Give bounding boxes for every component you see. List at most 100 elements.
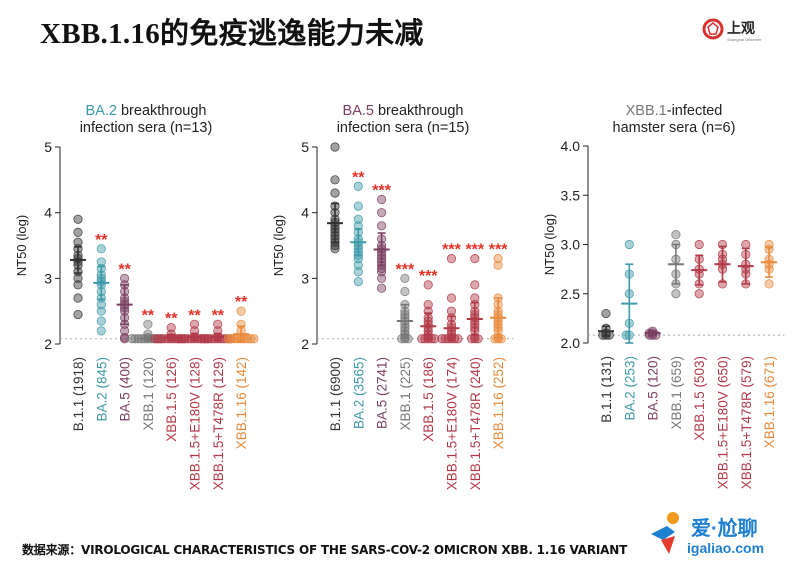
source-note: 数据来源：VIROLOGICAL CHARACTERISTICS OF THE … <box>22 543 628 557</box>
data-point <box>423 280 433 290</box>
shanghai-observer-logo: 上观 Shanghai Observer <box>702 16 792 46</box>
data-point <box>120 326 130 336</box>
data-point <box>177 334 187 344</box>
data-point <box>200 334 210 344</box>
data-point <box>189 319 200 329</box>
significance-marker: *** <box>442 242 461 259</box>
significance-marker: ** <box>142 307 155 324</box>
data-point <box>473 334 483 344</box>
data-point <box>376 267 387 277</box>
significance-marker: ** <box>165 311 178 328</box>
data-point <box>236 306 246 316</box>
data-point <box>226 334 237 344</box>
significance-marker: ** <box>352 169 365 186</box>
x-tick-label: XBB.1.16 (252) <box>491 357 506 449</box>
data-point <box>150 334 160 344</box>
x-tick-label: XBB.1 (225) <box>398 357 413 431</box>
data-point <box>96 300 106 310</box>
y-tick-label: 2 <box>44 336 52 352</box>
y-tick-label: 2.0 <box>561 335 581 351</box>
page-title: XBB.1.16的免疫逃逸能力未减 <box>40 18 424 50</box>
y-tick-label: 5 <box>301 139 309 155</box>
y-tick-label: 5 <box>44 139 52 155</box>
x-tick-label: XBB.1 (659) <box>669 356 684 430</box>
x-tick-label: XBB.1.5 (126) <box>164 357 179 442</box>
data-point <box>96 326 106 336</box>
data-point <box>330 142 340 152</box>
data-point <box>127 334 137 344</box>
x-tick-label: BA.5 (400) <box>118 357 133 422</box>
y-axis-label: NT50 (log) <box>271 215 286 276</box>
significance-marker: *** <box>419 268 438 285</box>
significance-marker: *** <box>372 183 391 200</box>
watermark-url: igaliao.com <box>687 540 765 556</box>
data-point <box>197 334 207 344</box>
data-point <box>353 267 363 277</box>
x-tick-label: XBB.1 (120) <box>141 357 156 431</box>
panel-title-rest: breakthrough <box>117 103 206 119</box>
y-tick-label: 4.0 <box>561 138 581 154</box>
data-point <box>671 289 681 299</box>
data-point <box>621 330 631 340</box>
x-tick-label: B.1.1 (131) <box>599 356 614 423</box>
data-point <box>96 316 106 326</box>
x-tick-label: XBB.1.5+T478R (129) <box>211 357 226 490</box>
data-point <box>73 293 83 303</box>
data-point <box>166 322 176 333</box>
x-tick-label: XBB.1.5+T478R (579) <box>739 356 754 489</box>
x-tick-label: XBB.1.5+E180V (128) <box>188 357 203 490</box>
x-tick-label: XBB.1.5+E180V (174) <box>445 357 460 490</box>
data-point <box>446 306 457 316</box>
panel-title-line2: hamster sera (n=6) <box>613 120 736 136</box>
data-point <box>213 319 223 329</box>
x-tick-label: BA.5 (120) <box>646 356 661 421</box>
logo-name: 上观 <box>727 20 755 36</box>
logo-subtitle: Shanghai Observer <box>727 37 762 42</box>
data-point <box>764 279 774 289</box>
data-point <box>73 280 83 290</box>
data-point <box>223 334 233 344</box>
significance-marker: *** <box>489 242 508 259</box>
data-point <box>466 334 477 344</box>
x-tick-label: B.1.1 (1918) <box>71 357 86 431</box>
panel-title-colored: BA.2 <box>86 103 117 119</box>
x-tick-label: B.1.1 (6900) <box>328 357 343 431</box>
watermark-brand: 爱·尬聊 <box>691 518 758 540</box>
data-point <box>130 334 140 344</box>
x-tick-label: XBB.1.5+T478R (240) <box>468 357 483 490</box>
data-point <box>694 239 704 250</box>
y-tick-label: 3 <box>301 270 309 286</box>
data-point <box>440 334 450 344</box>
x-tick-label: XBB.1.16 (671) <box>762 356 777 448</box>
data-point <box>143 319 153 329</box>
data-point <box>330 175 340 185</box>
panel-title-rest: -infected <box>667 103 723 119</box>
data-point <box>671 230 681 240</box>
data-point <box>694 289 704 299</box>
data-point <box>73 214 83 224</box>
significance-marker: ** <box>212 307 225 324</box>
data-point <box>96 244 106 254</box>
data-point <box>741 239 751 250</box>
data-point <box>246 334 256 344</box>
y-axis-label: NT50 (log) <box>14 215 29 276</box>
panel-title: XBB.1-infected <box>626 103 723 119</box>
data-point <box>470 280 480 290</box>
data-point <box>353 214 363 224</box>
data-point <box>601 308 611 319</box>
runner-icon <box>651 512 679 554</box>
panel-title-colored: XBB.1 <box>626 103 667 119</box>
data-point <box>376 273 387 283</box>
x-tick-label: XBB.1.16 (142) <box>234 357 249 449</box>
y-tick-label: 4 <box>301 205 309 221</box>
data-point <box>330 244 340 254</box>
x-tick-label: BA.5 (2741) <box>375 357 390 429</box>
data-point <box>624 239 634 250</box>
data-point <box>153 334 163 344</box>
data-point <box>437 334 447 344</box>
x-tick-label: BA.2 (3565) <box>351 357 366 429</box>
significance-marker: ** <box>118 261 131 278</box>
data-point <box>120 273 130 283</box>
